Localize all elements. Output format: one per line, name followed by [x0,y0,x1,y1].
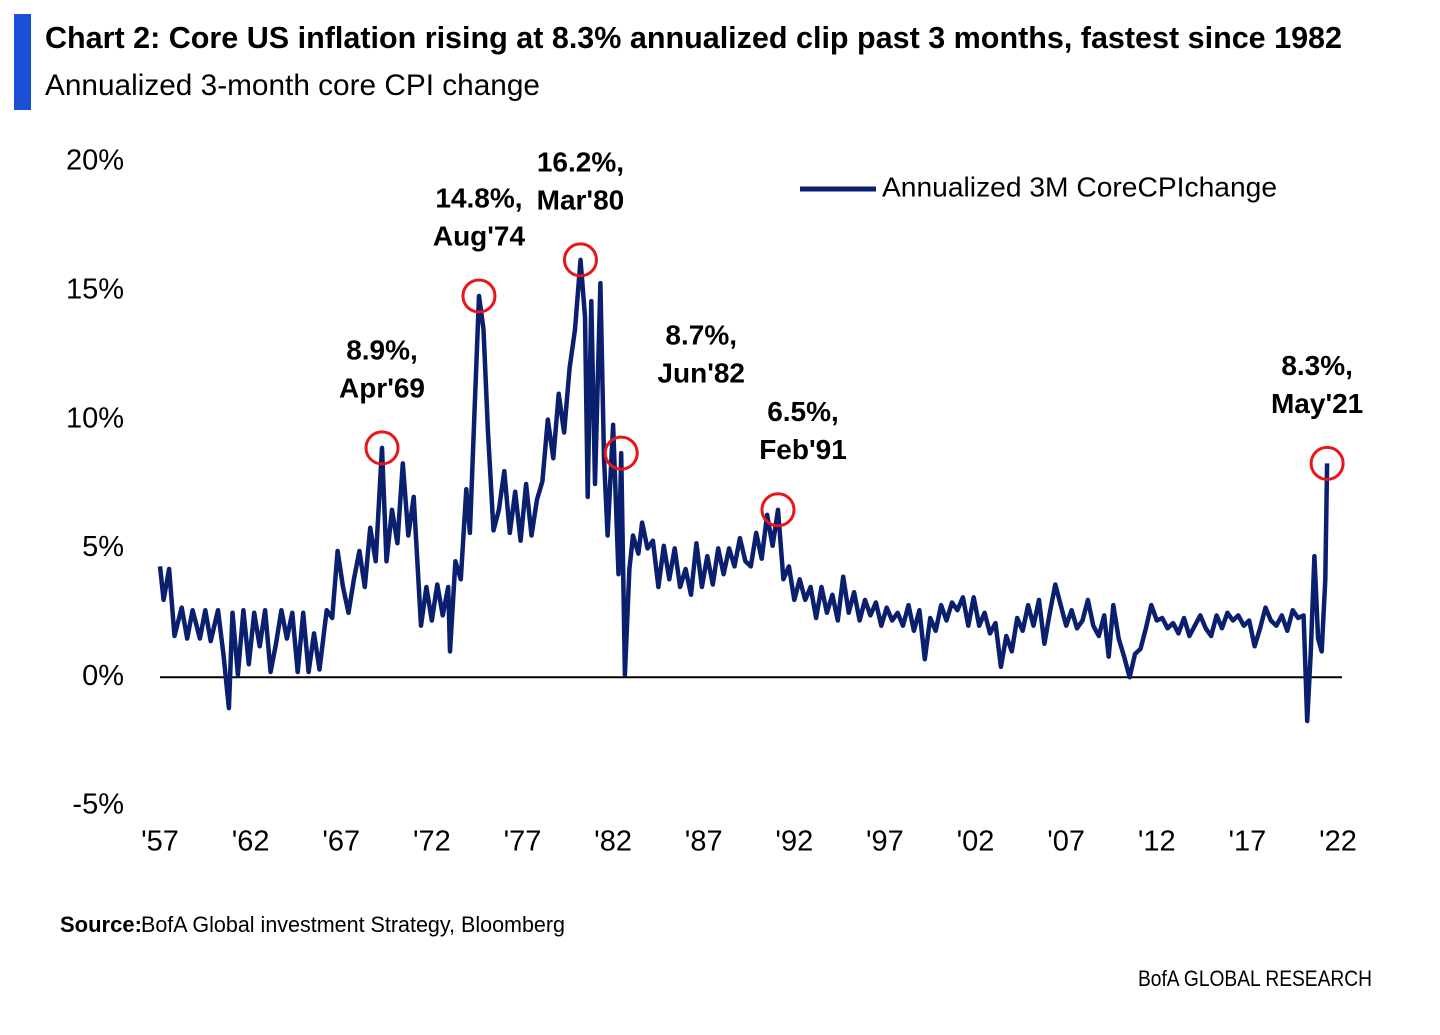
x-tick-label: '07 [1047,826,1085,858]
x-tick-label: '57 [141,826,179,858]
y-tick-label: 20% [66,145,124,177]
annotation-label: May'21 [1271,388,1363,419]
x-tick-label: '17 [1228,826,1266,858]
y-tick-label: 0% [82,660,124,692]
x-tick-label: '92 [775,826,813,858]
annotation-label: Mar'80 [537,184,625,215]
source-label: Source: [60,912,142,937]
annotation-label: 6.5%, [767,396,839,427]
x-tick-label: '82 [594,826,632,858]
annotation-circle [1309,445,1345,481]
source: BofA Global investment Strategy, Bloombe… [141,912,565,937]
x-tick-label: '62 [232,826,270,858]
annotation-label: 16.2%, [537,146,624,177]
x-tick-label: '97 [866,826,904,858]
y-tick-label: -5% [72,789,124,821]
annotation-circle [364,430,400,466]
x-tick-label: '22 [1319,826,1357,858]
legend-label: Annualized 3M CoreCPIchange [882,171,1277,202]
data-line [157,257,1330,724]
annotation-label: 8.9%, [346,334,418,365]
x-tick-label: '67 [322,826,360,858]
annotation-label: Jun'82 [657,357,745,388]
annotation-label: 8.3%, [1281,350,1353,381]
annotation-label: 8.7%, [665,319,737,350]
annotation-circle [461,278,497,314]
chart-subtitle: Annualized 3-month core CPI change [45,69,540,102]
annotation-label: Aug'74 [433,220,526,251]
annotation-circle [562,242,598,278]
annotation-label: Feb'91 [759,434,847,465]
annotation-label: Apr'69 [339,372,425,403]
annotation-circle [603,435,639,471]
y-tick-label: 15% [66,273,124,305]
x-tick-label: '72 [413,826,451,858]
annotation-circle [760,492,796,528]
x-tick-label: '02 [957,826,995,858]
x-tick-label: '87 [685,826,723,858]
y-tick-label: 5% [82,531,124,563]
accent-bar [14,14,31,110]
y-tick-label: 10% [66,402,124,434]
x-tick-label: '12 [1138,826,1176,858]
annotation-label: 14.8%, [435,182,522,213]
x-tick-label: '77 [504,826,542,858]
chart-title: Chart 2: Core US inflation rising at 8.3… [45,20,1342,55]
footer: BofA GLOBAL RESEARCH [1138,966,1372,991]
